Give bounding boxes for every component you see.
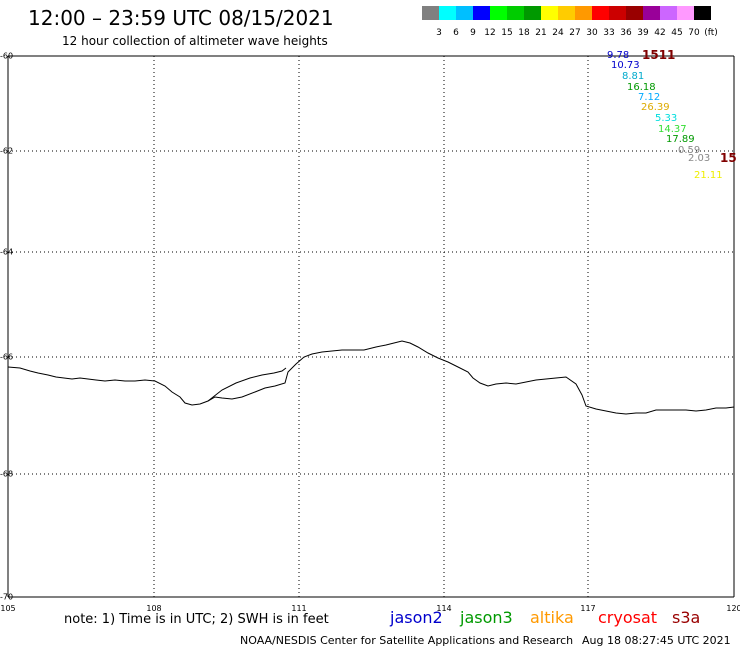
- color-swatch: [558, 6, 575, 20]
- color-scale-label: 33: [603, 28, 615, 38]
- color-swatch: [541, 6, 558, 20]
- footer-credit: NOAA/NESDIS Center for Satellite Applica…: [240, 634, 574, 647]
- longitude-label: 105: [0, 604, 16, 613]
- color-swatch: [456, 6, 473, 20]
- longitude-label: 114: [436, 604, 452, 613]
- color-scale-label: 45: [671, 28, 683, 38]
- color-swatch: [575, 6, 592, 20]
- satellite-altika: altika: [530, 608, 574, 627]
- wave-height-value: 14.37: [658, 124, 687, 135]
- color-swatch: [694, 6, 711, 20]
- color-swatch: [507, 6, 524, 20]
- color-scale-label: 42: [654, 28, 666, 38]
- wave-height-value: 1511: [642, 48, 676, 62]
- wave-height-value: 9.78: [607, 50, 630, 61]
- color-swatch: [473, 6, 490, 20]
- color-scale-label: 24: [552, 28, 564, 38]
- color-scale-label: 3: [436, 28, 442, 38]
- color-swatch: [677, 6, 694, 20]
- wave-height-value: 10.73: [611, 60, 640, 71]
- latitude-label: -60: [0, 51, 14, 61]
- wave-height-value: 26.39: [641, 102, 670, 113]
- chart-subtitle: 12 hour collection of altimeter wave hei…: [62, 34, 328, 48]
- latitude-label: -66: [0, 352, 14, 362]
- color-swatch: [439, 6, 456, 20]
- color-scale-label: 18: [518, 28, 530, 38]
- wave-height-value: 17.89: [666, 134, 695, 145]
- color-scale-label: 30: [586, 28, 598, 38]
- latitude-label: -64: [0, 247, 14, 257]
- color-scale-label: 36: [620, 28, 632, 38]
- wave-height-value: 5.33: [655, 113, 678, 124]
- longitude-label: 120: [726, 604, 740, 613]
- footer-timestamp: Aug 18 08:27:45 UTC 2021: [582, 634, 731, 647]
- wave-height-value: 8.81: [622, 71, 645, 82]
- satellite-s3a: s3a: [672, 608, 701, 627]
- latitude-label: -70: [0, 592, 14, 602]
- color-scale-label: 70: [688, 28, 700, 38]
- longitude-label: 108: [146, 604, 162, 613]
- color-swatch: [643, 6, 660, 20]
- color-swatch: [592, 6, 609, 20]
- color-scale-label: 15: [501, 28, 513, 38]
- note-text: note: 1) Time is in UTC; 2) SWH is in fe…: [64, 612, 329, 627]
- color-swatch: [422, 6, 439, 20]
- color-swatch: [626, 6, 643, 20]
- longitude-label: 117: [580, 604, 596, 613]
- color-scale-label: 21: [535, 28, 547, 38]
- latitude-label: -68: [0, 469, 14, 479]
- latitude-label: -62: [0, 146, 14, 156]
- ice-shelf-outline: [207, 367, 287, 402]
- wave-height-value: 2.03: [688, 153, 711, 164]
- satellite-jason2: jason2: [390, 608, 443, 627]
- color-swatch: [660, 6, 677, 20]
- color-swatch: [609, 6, 626, 20]
- wave-height-value: 21.11: [694, 170, 723, 181]
- color-scale-label: 39: [637, 28, 649, 38]
- antarctic-coastline: [7, 340, 735, 415]
- chart-title: 12:00 – 23:59 UTC 08/15/2021: [28, 6, 334, 30]
- color-scale-label: 9: [470, 28, 476, 38]
- color-swatch: [524, 6, 541, 20]
- lat-lon-grid: [7, 55, 735, 598]
- satellite-cryosat: cryosat: [598, 608, 658, 627]
- wave-height-value: 7.12: [638, 92, 661, 103]
- color-scale-label: 12: [484, 28, 496, 38]
- color-scale-label: 6: [453, 28, 459, 38]
- longitude-label: 111: [291, 604, 307, 613]
- wave-height-value: 15: [720, 151, 737, 165]
- wave-height-value: 16.18: [627, 82, 656, 93]
- wave-height-value: 0.59: [678, 145, 701, 156]
- color-scale-label: (ft): [704, 28, 718, 38]
- satellite-jason3: jason3: [460, 608, 513, 627]
- color-scale-label: 27: [569, 28, 581, 38]
- color-swatch: [490, 6, 507, 20]
